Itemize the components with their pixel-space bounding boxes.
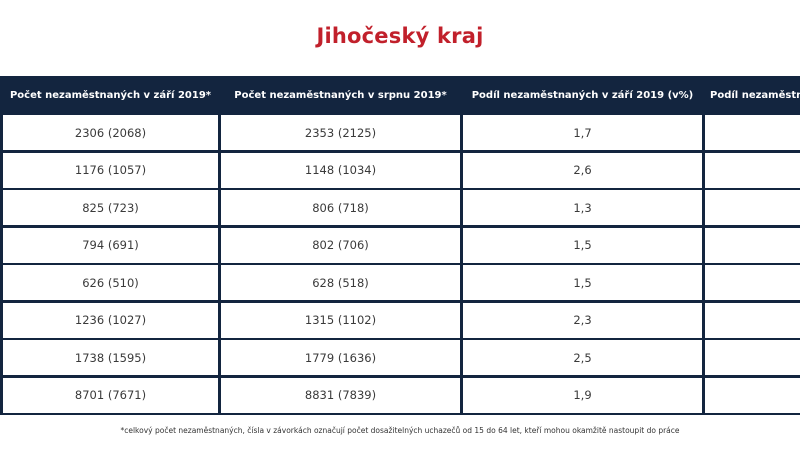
column-header-aug-count: Počet nezaměstnaných v srpnu 2019* <box>234 90 447 101</box>
cell-aug-count: 8831 (7839) <box>221 377 460 413</box>
cell-sep-share: 1,5 <box>463 227 702 263</box>
table-row: 8701 (7671) 8831 (7839) 1,9 <box>0 377 800 416</box>
cell-sep-count: 1236 (1027) <box>3 302 218 338</box>
cell-aug-share <box>705 302 800 338</box>
cell-aug-count: 1779 (1636) <box>221 340 460 375</box>
cell-sep-count: 2306 (2068) <box>3 115 218 150</box>
table-row: 626 (510) 628 (518) 1,5 <box>0 265 800 303</box>
table-row: 794 (691) 802 (706) 1,5 <box>0 227 800 266</box>
table-body: 2306 (2068) 2353 (2125) 1,7 1176 (1057) … <box>0 115 800 415</box>
cell-aug-share <box>705 227 800 263</box>
table-row: 1176 (1057) 1148 (1034) 2,6 <box>0 152 800 191</box>
cell-aug-share <box>705 265 800 300</box>
cell-sep-count: 1738 (1595) <box>3 340 218 375</box>
cell-sep-share: 1,5 <box>463 265 702 300</box>
cell-aug-count: 806 (718) <box>221 190 460 225</box>
cell-aug-count: 2353 (2125) <box>221 115 460 150</box>
table-row: 1738 (1595) 1779 (1636) 2,5 <box>0 340 800 378</box>
page-title: Jihočeský kraj <box>316 24 484 48</box>
table-row: 825 (723) 806 (718) 1,3 <box>0 190 800 228</box>
cell-sep-share: 2,5 <box>463 340 702 375</box>
cell-aug-share <box>705 115 800 150</box>
cell-aug-share <box>705 377 800 413</box>
cell-sep-count: 1176 (1057) <box>3 152 218 188</box>
column-header-aug-share: Podíl nezaměstnaných v srpnu 2019 (v%) <box>710 90 800 101</box>
cell-sep-share: 1,7 <box>463 115 702 150</box>
cell-aug-count: 628 (518) <box>221 265 460 300</box>
cell-sep-count: 626 (510) <box>3 265 218 300</box>
unemployment-table: Počet nezaměstnaných v září 2019* Počet … <box>0 76 800 415</box>
cell-aug-share <box>705 340 800 375</box>
cell-sep-share: 2,3 <box>463 302 702 338</box>
table-row: 2306 (2068) 2353 (2125) 1,7 <box>0 115 800 153</box>
cell-sep-share: 1,3 <box>463 190 702 225</box>
table-row: 1236 (1027) 1315 (1102) 2,3 <box>0 302 800 341</box>
footnote: *celkový počet nezaměstnaných, čísla v z… <box>120 426 680 435</box>
cell-aug-count: 802 (706) <box>221 227 460 263</box>
cell-aug-count: 1315 (1102) <box>221 302 460 338</box>
column-header-sep-count: Počet nezaměstnaných v září 2019* <box>9 90 212 101</box>
cell-sep-count: 8701 (7671) <box>3 377 218 413</box>
cell-sep-count: 825 (723) <box>3 190 218 225</box>
cell-aug-share <box>705 190 800 225</box>
cell-aug-share <box>705 152 800 188</box>
cell-sep-share: 1,9 <box>463 377 702 413</box>
cell-sep-share: 2,6 <box>463 152 702 188</box>
cell-sep-count: 794 (691) <box>3 227 218 263</box>
cell-aug-count: 1148 (1034) <box>221 152 460 188</box>
table-header: Počet nezaměstnaných v září 2019* Počet … <box>0 76 800 115</box>
column-header-sep-share: Podíl nezaměstnaných v září 2019 (v%) <box>471 90 694 101</box>
